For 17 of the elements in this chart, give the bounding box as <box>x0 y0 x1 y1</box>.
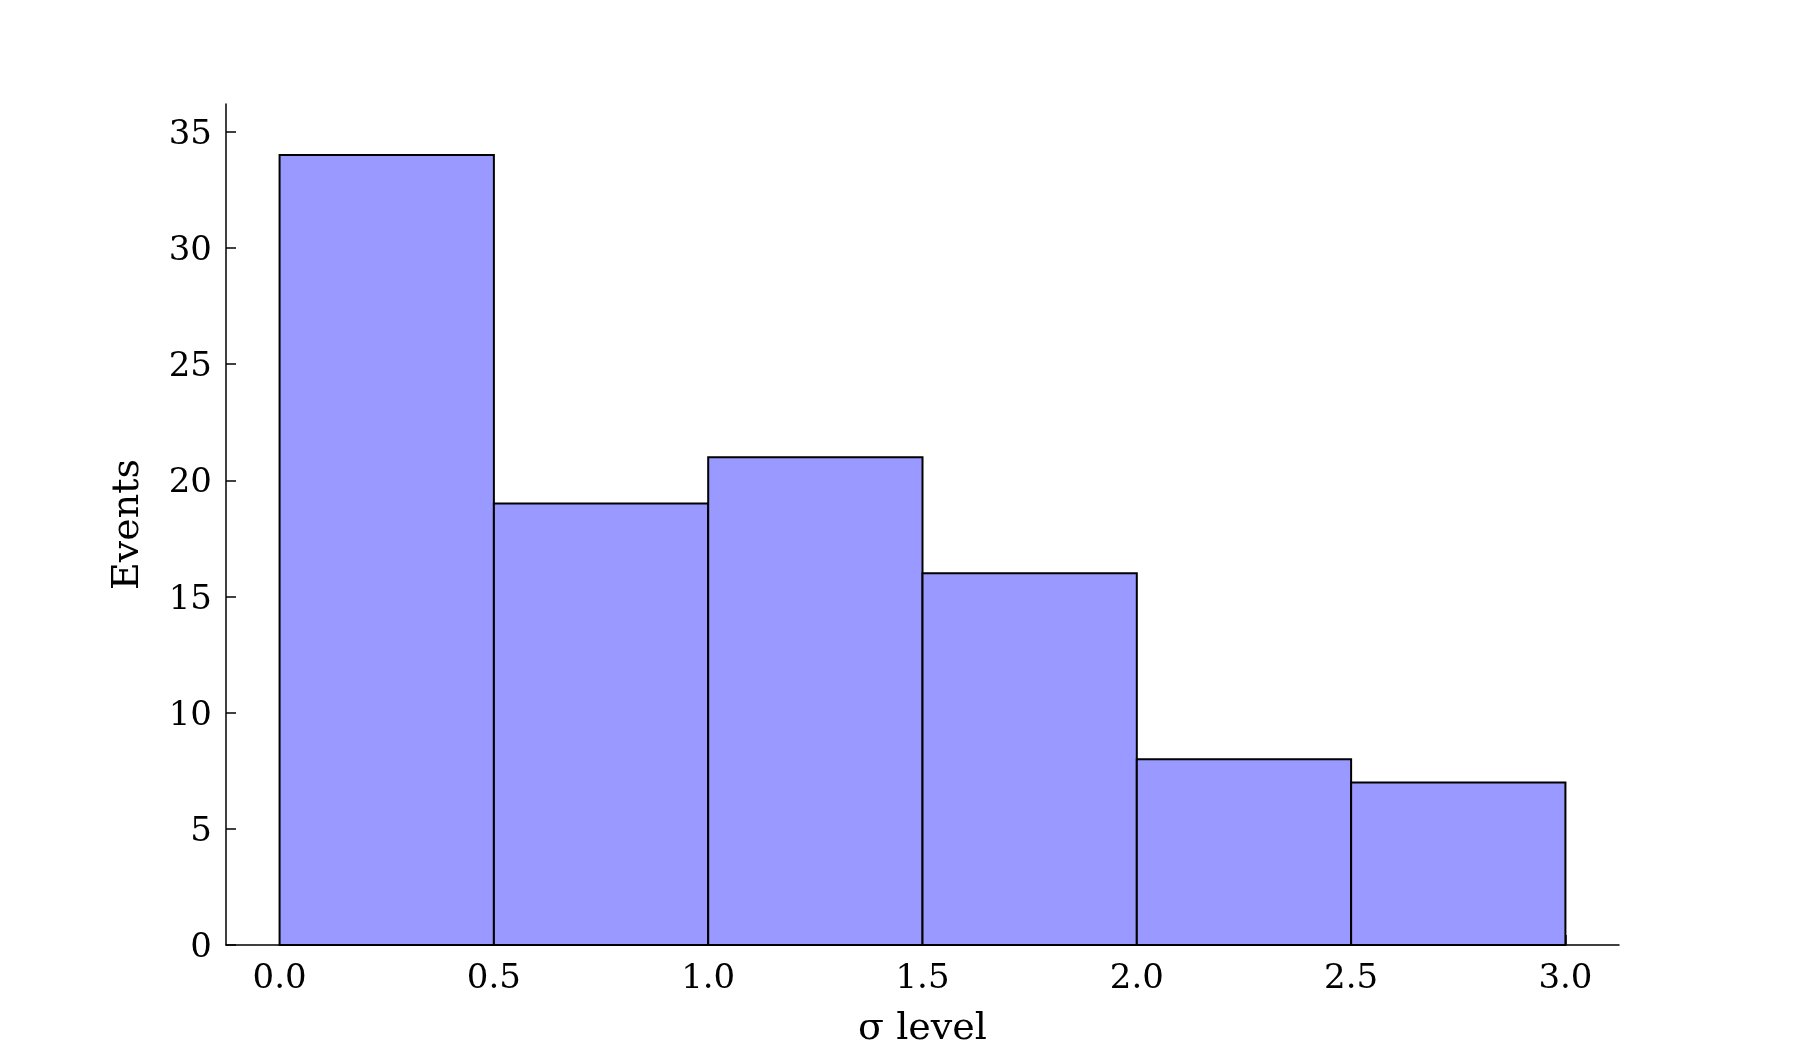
x-tick-label: 1.0 <box>681 956 736 996</box>
x-tick-label: 0.5 <box>466 956 521 996</box>
x-tick-label: 3.0 <box>1538 956 1593 996</box>
x-tick-label: 0.0 <box>252 956 307 996</box>
y-tick-label: 5 <box>190 808 212 849</box>
y-tick-label: 35 <box>168 111 212 152</box>
y-tick-label: 30 <box>168 228 212 269</box>
y-tick-label: 20 <box>168 460 212 501</box>
y-tick-label: 25 <box>168 344 212 385</box>
y-tick-label: 0 <box>190 925 212 965</box>
x-tick-label: 1.5 <box>895 956 950 996</box>
y-tick-label: 15 <box>168 576 212 617</box>
x-tick-label: 2.5 <box>1324 956 1379 996</box>
x-tick-label: 2.0 <box>1109 956 1164 996</box>
y-tick-label: 10 <box>168 692 212 733</box>
y-axis-title: Events <box>103 459 147 590</box>
x-axis-title: σ level <box>858 1004 987 1048</box>
